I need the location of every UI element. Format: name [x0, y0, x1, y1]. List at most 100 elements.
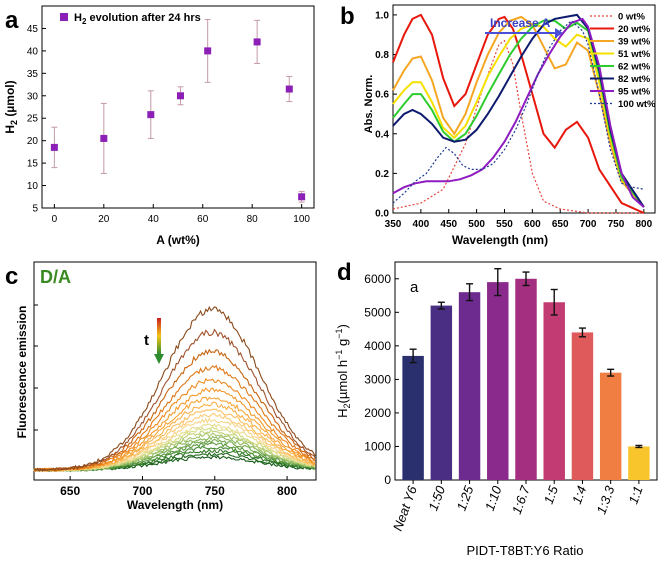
increase-a-annotation: Increase A	[490, 16, 551, 30]
plot-d-bars: Neat Y6 1:50 1:25 1:10 1:6.7 1:5 1:4 1:3.3 1:1	[390, 268, 650, 533]
panel-label-d: d	[337, 259, 352, 286]
xlabel-c: Wavelength (nm)	[127, 498, 223, 512]
plot-a-frame	[41, 5, 315, 209]
d-bar	[599, 372, 622, 480]
ylabel-d-open: (µmol h	[335, 360, 350, 404]
b-legend-label: 62 wt%	[618, 62, 651, 73]
plot-d-ticks: 0 1000 2000 3000 4000 5000 6000	[364, 272, 399, 487]
d-bar	[571, 332, 594, 480]
d-bar	[430, 305, 453, 480]
b-ytick-label: 0.4	[375, 129, 389, 140]
ylabel-d-sup2: −1	[334, 328, 344, 338]
a-xtick-label: 100	[293, 214, 310, 225]
a-ytick-label: 15	[27, 159, 39, 170]
d-bar	[628, 446, 650, 480]
legend-a-rest: evolution after 24 hrs	[86, 12, 200, 24]
d-ytick-label: 2000	[364, 406, 391, 420]
legend-a-label: H2 evolution after 24 hrs	[74, 12, 201, 26]
a-xtick-label: 20	[98, 214, 110, 225]
d-category-label: Neat Y6	[390, 483, 420, 533]
d-category-label: 1:4	[569, 484, 589, 506]
increase-a-arrowhead	[555, 28, 563, 38]
ylabel-d-close: )	[335, 324, 350, 328]
d-category-label: 1:1	[625, 484, 645, 506]
b-ytick-label: 0.0	[375, 209, 389, 220]
d-ytick-label: 6000	[364, 272, 391, 286]
a-data-point	[285, 85, 293, 93]
d-ytick-label: 5000	[364, 305, 391, 319]
b-legend-label: 51 wt%	[618, 49, 651, 60]
a-ytick-label: 35	[27, 69, 39, 80]
b-legend-label: 39 wt%	[618, 37, 651, 48]
a-ytick-label: 25	[27, 114, 39, 125]
ylabel-d-sup1: −1	[334, 350, 344, 360]
b-ytick-label: 0.2	[375, 169, 389, 180]
plot-c-lines	[33, 305, 316, 473]
ylabel-a: H2 (µmol)	[3, 80, 19, 133]
a-data-point	[176, 92, 184, 100]
ylabel-a-rest: (µmol)	[3, 80, 17, 120]
b-xtick-label: 600	[524, 219, 541, 230]
panel-c: c D/A 650 700 750 800 t Wavelength (nm) Flu…	[5, 261, 317, 512]
c-xtick-label: 650	[60, 484, 80, 498]
legend-a-marker	[60, 13, 68, 21]
d-category-label: 1:25	[454, 483, 477, 513]
b-series-line	[392, 19, 645, 204]
d-bar	[487, 282, 509, 480]
a-ytick-label: 5	[32, 204, 38, 215]
d-ytick-label: 0	[384, 473, 391, 487]
b-xtick-label: 500	[468, 219, 485, 230]
xlabel-b: Wavelength (nm)	[452, 233, 548, 247]
plot-c-ticks: 650 700 750 800	[34, 304, 297, 498]
b-legend-label: 20 wt%	[618, 24, 651, 35]
b-legend-label: 95 wt%	[618, 87, 651, 98]
b-xtick-label: 750	[608, 219, 625, 230]
a-xtick-label: 40	[148, 214, 160, 225]
ylabel-d-sub: 2	[342, 403, 352, 408]
annotation-d: a	[410, 279, 419, 296]
d-bar	[402, 355, 424, 480]
d-category-label: 1:3.3	[593, 483, 617, 516]
c-emission-trace	[33, 328, 316, 472]
xlabel-d: PIDT-T8BT:Y6 Ratio	[466, 543, 583, 558]
ylabel-d-g: g	[335, 339, 350, 350]
d-ytick-label: 4000	[364, 339, 391, 353]
b-ytick-label: 0.6	[375, 90, 389, 101]
plot-b-lines	[392, 13, 645, 214]
c-emission-trace	[33, 377, 316, 473]
panel-label-b: b	[340, 3, 355, 30]
d-ytick-label: 1000	[364, 439, 391, 453]
a-data-point	[204, 47, 212, 55]
d-category-label: 1:50	[425, 483, 448, 513]
panel-label-a: a	[5, 7, 19, 34]
c-xtick-label: 750	[205, 484, 225, 498]
d-category-label: 1:6.7	[509, 483, 533, 516]
ylabel-d: H2(µmol h−1 g−1)	[334, 324, 352, 418]
plot-a-points	[50, 18, 306, 203]
b-xtick-label: 350	[385, 219, 402, 230]
time-label: t	[144, 332, 149, 349]
b-xtick-label: 550	[496, 219, 513, 230]
legend-a-sub: 2	[82, 17, 87, 26]
b-series-line	[392, 17, 645, 208]
title-c: D/A	[40, 267, 71, 287]
a-data-point	[147, 111, 155, 119]
ylabel-a-main: H	[3, 125, 17, 134]
b-ytick-label: 1.0	[375, 10, 389, 21]
time-arrowhead	[154, 354, 164, 364]
a-data-point	[100, 134, 108, 142]
d-category-label: 1:5	[541, 483, 562, 506]
b-series-line	[392, 13, 645, 214]
a-ytick-label: 10	[27, 181, 39, 192]
d-bar	[515, 278, 537, 480]
a-xtick-label: 60	[197, 214, 209, 225]
plot-b-ticks: 350 400 450 500 550 600 650 700 750 800 0.0 0.2 0.4 0…	[375, 10, 653, 230]
a-ytick-label: 20	[27, 136, 39, 147]
d-ytick-label: 3000	[364, 372, 391, 386]
b-series-line	[392, 39, 644, 214]
b-xtick-label: 450	[440, 219, 457, 230]
